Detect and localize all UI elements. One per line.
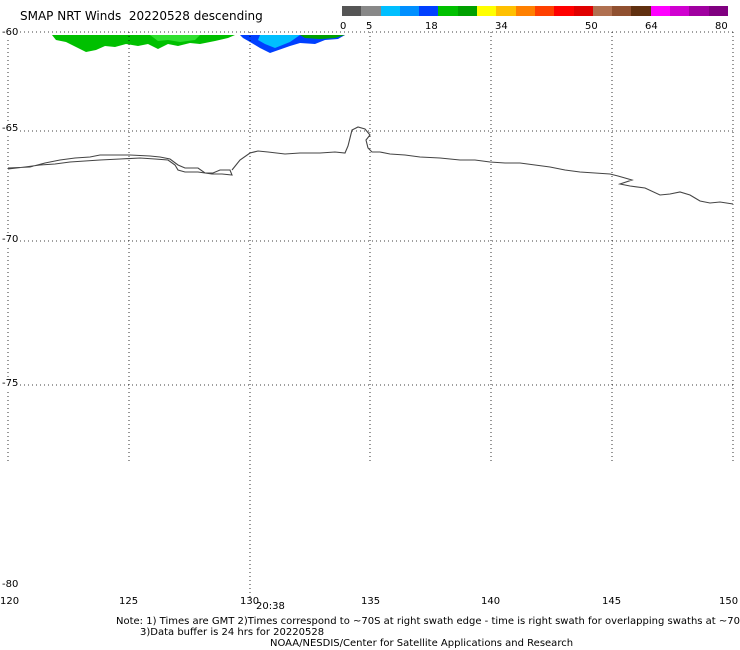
colorbar-segment [650,6,671,16]
colorbar-tick: 18 [425,21,438,32]
colorbar-segment [515,6,535,16]
lat-label: -80 [2,579,19,590]
colorbar-segment [534,6,555,16]
colorbar-segment [708,6,728,16]
colorbar-segment [554,6,574,16]
colorbar-segment [438,6,458,16]
lon-label: 135 [361,596,381,607]
colorbar-segment [573,6,593,16]
wind-swath-green-right [300,35,345,39]
colorbar-segment [477,6,497,16]
colorbar-tick: 80 [715,21,728,32]
lon-label: 120 [0,596,20,607]
map-title: SMAP NRT Winds 20220528 descending [20,9,263,23]
colorbar-segment [457,6,478,16]
colorbar-segment [399,6,420,16]
wind-speed-colorbar [342,6,728,16]
colorbar-segment [592,6,613,16]
colorbar-tick: 5 [366,21,373,32]
lon-label: 125 [119,596,139,607]
lat-label: -70 [2,234,19,245]
colorbar-segment [612,6,632,16]
colorbar-segment [496,6,516,16]
colorbar-segment [361,6,381,16]
colorbar-segment [419,6,439,16]
lat-label: -65 [2,123,19,134]
note-line-1: Note: 1) Times are GMT 2)Times correspon… [116,616,740,627]
lat-label: -60 [2,27,19,38]
wind-swath-cyan [258,35,300,48]
colorbar-segment [342,6,362,16]
antarctic-coastline [7,126,734,205]
note-line-2: 3)Data buffer is 24 hrs for 20220528 [140,627,325,638]
colorbar-tick: 50 [585,21,598,32]
lon-label: 145 [602,596,622,607]
colorbar-tick: 34 [495,21,508,32]
colorbar-segment [631,6,651,16]
lat-label: -75 [2,378,19,389]
colorbar-segment [380,6,400,16]
colorbar-tick: 0 [340,21,347,32]
swath-time-label: 20:38 [256,601,285,612]
colorbar-segment [670,6,690,16]
colorbar-segment [689,6,709,16]
colorbar-tick: 64 [645,21,658,32]
lon-label: 140 [481,596,501,607]
lon-label: 130 [240,596,260,607]
wind-swath-green [52,35,235,52]
lon-label: 150 [719,596,739,607]
credit-line: NOAA/NESDIS/Center for Satellite Applica… [270,638,574,649]
wind-swath-light-green [150,35,200,42]
map-grid [7,31,734,600]
